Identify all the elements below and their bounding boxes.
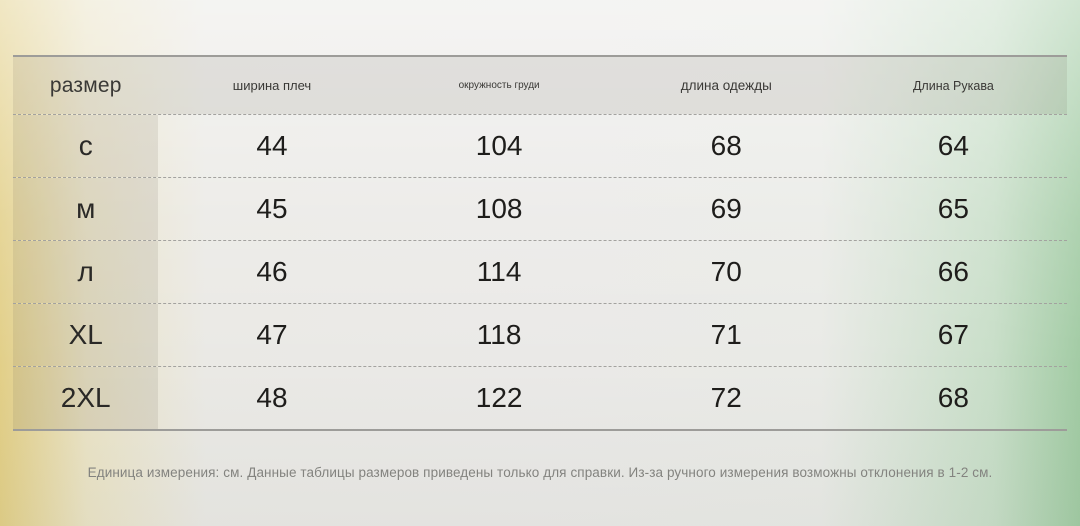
cell-chest: 122 — [475, 382, 523, 413]
table-row-xl: XL 47 118 71 67 — [13, 303, 1067, 366]
cell-chest: 108 — [475, 193, 523, 224]
column-header-length: длина одежды — [612, 57, 840, 114]
row-label-size: л — [13, 241, 159, 303]
cell-chest: 114 — [476, 256, 522, 287]
column-header-shoulder: ширина плеч — [158, 57, 386, 114]
row-label-size: с — [13, 115, 159, 177]
size-table: размер ширина плеч окружность груди длин… — [13, 55, 1067, 431]
cell-chest: 118 — [476, 319, 522, 350]
column-header-size: размер — [13, 57, 159, 114]
cell-length: 72 — [710, 382, 742, 413]
cell-length: 69 — [710, 193, 742, 224]
row-label-size: м — [13, 178, 159, 240]
cell-shoulder: 44 — [256, 130, 288, 161]
column-header-sleeve: Длина Рукава — [839, 57, 1067, 114]
table-row-2xl: 2XL 48 122 72 68 — [13, 366, 1067, 429]
cell-sleeve: 67 — [937, 319, 969, 350]
cell-chest: 104 — [475, 130, 523, 161]
table-row-s: с 44 104 68 64 — [13, 114, 1067, 177]
cell-shoulder: 46 — [256, 256, 288, 287]
cell-length: 70 — [710, 256, 742, 287]
cell-sleeve: 68 — [937, 382, 969, 413]
table-header-row: размер ширина плеч окружность груди длин… — [13, 57, 1067, 114]
cell-shoulder: 47 — [256, 319, 288, 350]
column-header-chest: окружность груди — [385, 57, 613, 114]
row-label-size: 2XL — [13, 367, 159, 429]
cell-sleeve: 64 — [937, 130, 969, 161]
cell-shoulder: 48 — [256, 382, 288, 413]
cell-length: 68 — [710, 130, 742, 161]
cell-sleeve: 66 — [937, 256, 969, 287]
cell-length: 71 — [710, 319, 742, 350]
table-row-l: л 46 114 70 66 — [13, 240, 1067, 303]
cell-shoulder: 45 — [256, 193, 288, 224]
cell-sleeve: 65 — [937, 193, 969, 224]
measurement-disclaimer: Единица измерения: см. Данные таблицы ра… — [87, 465, 993, 480]
row-label-size: XL — [13, 304, 159, 366]
table-row-m: м 45 108 69 65 — [13, 177, 1067, 240]
